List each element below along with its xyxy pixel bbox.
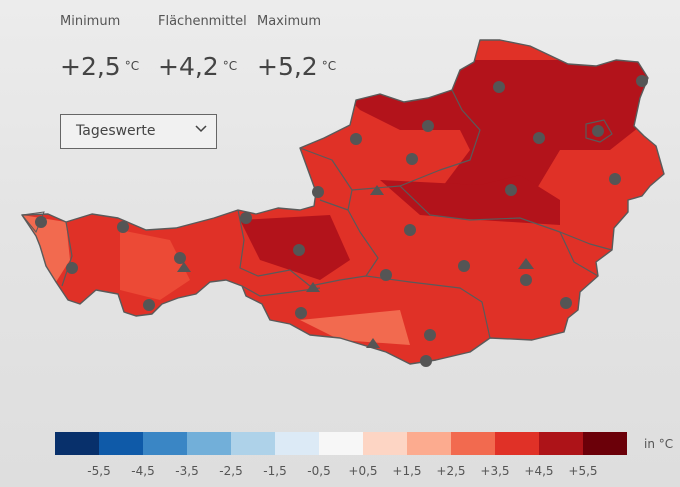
station-marker[interactable] bbox=[117, 221, 129, 233]
station-marker[interactable] bbox=[424, 329, 436, 341]
color-legend bbox=[55, 432, 627, 455]
border-vorarlberg-tyrol bbox=[61, 221, 73, 287]
station-marker[interactable] bbox=[35, 216, 47, 228]
legend-tick-label: +1,5 bbox=[392, 464, 422, 478]
cool-zone-arlberg bbox=[120, 230, 190, 300]
legend-tick-label: -4,5 bbox=[131, 464, 155, 478]
border-tyrol-salzburg bbox=[237, 199, 379, 287]
station-marker[interactable] bbox=[533, 132, 545, 144]
stat-minimum-unit: °C bbox=[124, 59, 140, 73]
legend-swatch bbox=[363, 432, 407, 455]
chevron-down-icon bbox=[195, 125, 207, 133]
mountain-station-marker[interactable] bbox=[370, 185, 384, 195]
stat-minimum-label: Minimum bbox=[60, 14, 121, 29]
border-carinthia-styria bbox=[365, 275, 491, 339]
stat-maximum-value: +5,2 °C bbox=[257, 52, 336, 81]
stat-maximum: Maximum +5,2 °C bbox=[257, 14, 336, 81]
stat-maximum-unit: °C bbox=[321, 59, 337, 73]
station-marker[interactable] bbox=[240, 212, 252, 224]
period-dropdown-label: Tageswerte bbox=[76, 123, 156, 139]
station-marker[interactable] bbox=[350, 133, 362, 145]
stat-minimum-number: +2,5 bbox=[60, 52, 121, 81]
station-marker[interactable] bbox=[505, 184, 517, 196]
station-markers bbox=[35, 75, 648, 367]
station-marker[interactable] bbox=[143, 299, 155, 311]
station-marker[interactable] bbox=[493, 81, 505, 93]
station-marker[interactable] bbox=[636, 75, 648, 87]
legend-tick-label: +0,5 bbox=[348, 464, 378, 478]
legend-unit: in °C bbox=[644, 437, 674, 451]
station-marker[interactable] bbox=[458, 260, 470, 272]
mountain-station-marker[interactable] bbox=[306, 282, 320, 292]
station-marker[interactable] bbox=[295, 307, 307, 319]
legend-tick-label: -5,5 bbox=[87, 464, 111, 478]
stat-maximum-number: +5,2 bbox=[257, 52, 318, 81]
mountain-station-marker[interactable] bbox=[518, 258, 534, 269]
legend-swatch bbox=[407, 432, 451, 455]
station-marker[interactable] bbox=[560, 297, 572, 309]
station-marker[interactable] bbox=[66, 262, 78, 274]
legend-swatch bbox=[99, 432, 143, 455]
legend-swatch bbox=[55, 432, 99, 455]
stat-maximum-label: Maximum bbox=[257, 14, 322, 29]
legend-swatch bbox=[143, 432, 187, 455]
legend-tick-label: +5,5 bbox=[568, 464, 598, 478]
legend-swatch bbox=[187, 432, 231, 455]
legend-swatch bbox=[495, 432, 539, 455]
legend-tick-label: -1,5 bbox=[263, 464, 287, 478]
border-styria-lower-austria bbox=[399, 185, 613, 251]
station-marker[interactable] bbox=[312, 186, 324, 198]
legend-swatch bbox=[451, 432, 495, 455]
border-salzburg-upper-austria bbox=[299, 147, 353, 211]
cool-zone-carinthia bbox=[300, 310, 410, 345]
station-marker[interactable] bbox=[404, 224, 416, 236]
stat-mean-number: +4,2 bbox=[158, 52, 219, 81]
stat-minimum-value: +2,5 °C bbox=[60, 52, 139, 81]
mountain-station-marker[interactable] bbox=[177, 262, 191, 272]
legend-tick-label: +4,5 bbox=[524, 464, 554, 478]
station-marker[interactable] bbox=[406, 153, 418, 165]
station-marker[interactable] bbox=[422, 120, 434, 132]
legend-swatch bbox=[231, 432, 275, 455]
stat-mean: Flächenmittel +4,2 °C bbox=[158, 14, 247, 81]
border-east-tyrol bbox=[241, 285, 321, 297]
legend-tick-label: +3,5 bbox=[480, 464, 510, 478]
station-marker[interactable] bbox=[420, 355, 432, 367]
legend-tick-label: +2,5 bbox=[436, 464, 466, 478]
legend-tick-label: -2,5 bbox=[219, 464, 243, 478]
legend-swatch bbox=[539, 432, 583, 455]
station-marker[interactable] bbox=[609, 173, 621, 185]
mountain-station-marker[interactable] bbox=[366, 338, 380, 348]
border-vienna bbox=[585, 119, 613, 143]
stat-mean-label: Flächenmittel bbox=[158, 14, 247, 29]
legend-tick-label: -0,5 bbox=[307, 464, 331, 478]
stat-minimum: Minimum +2,5 °C bbox=[60, 14, 139, 81]
station-marker[interactable] bbox=[174, 252, 186, 264]
legend-swatch bbox=[319, 432, 363, 455]
period-dropdown[interactable]: Tageswerte bbox=[60, 114, 217, 149]
legend-tick-label: -3,5 bbox=[175, 464, 199, 478]
stat-mean-unit: °C bbox=[222, 59, 238, 73]
legend-swatch bbox=[583, 432, 627, 455]
station-marker[interactable] bbox=[520, 274, 532, 286]
stat-mean-value: +4,2 °C bbox=[158, 52, 237, 81]
station-marker[interactable] bbox=[592, 125, 604, 137]
legend-swatch bbox=[275, 432, 319, 455]
border-burgenland bbox=[559, 231, 599, 277]
warm-zone-innviertel bbox=[340, 90, 470, 130]
station-marker[interactable] bbox=[380, 269, 392, 281]
station-marker[interactable] bbox=[293, 244, 305, 256]
